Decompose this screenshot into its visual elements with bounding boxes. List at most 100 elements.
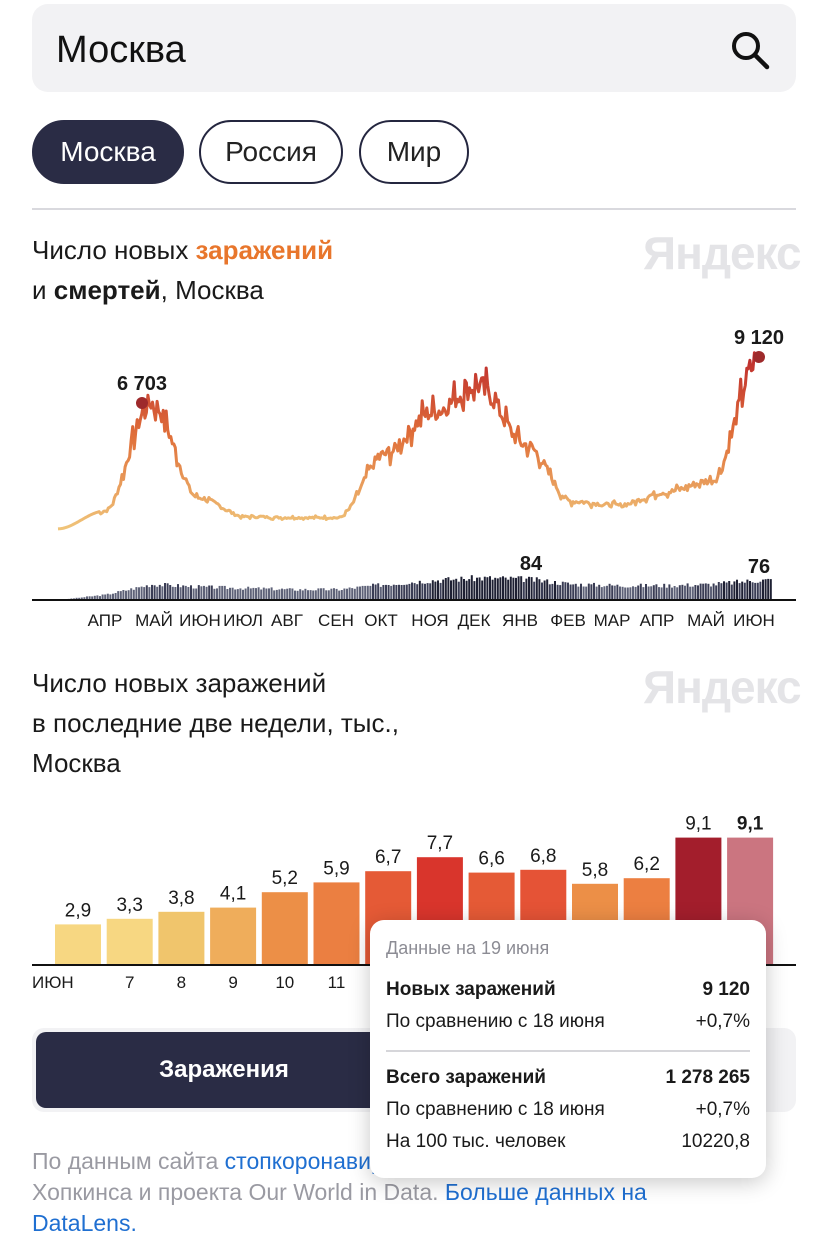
deaths-bar (301, 590, 304, 600)
deaths-bar (694, 585, 697, 600)
search-query[interactable]: Москва (56, 29, 186, 71)
deaths-bar (616, 584, 619, 600)
deaths-bar (652, 585, 655, 600)
deaths-bar (595, 586, 598, 600)
deaths-bar (86, 596, 88, 600)
yandex-logo: Яндекс (643, 227, 802, 279)
deaths-bar (379, 586, 382, 600)
deaths-bar (231, 587, 234, 600)
deaths-bar (218, 585, 221, 600)
region-tab-moscow[interactable]: Москва (32, 120, 184, 184)
deaths-bar (624, 587, 627, 600)
deaths-bar (166, 583, 169, 600)
deaths-bar (132, 589, 135, 600)
deaths-bar (738, 583, 741, 600)
deaths-bar (481, 580, 484, 600)
deaths-bar (106, 593, 109, 600)
deaths-bar (704, 583, 707, 600)
bar-category-label: ИЮН (32, 973, 74, 992)
deaths-bar (699, 583, 702, 600)
deaths-bar (689, 586, 692, 600)
deaths-bar (114, 593, 117, 600)
deaths-bar (452, 579, 455, 600)
deaths-bar (179, 587, 182, 600)
deaths-bar (101, 594, 104, 600)
deaths-bar (437, 580, 439, 600)
deaths-bar (702, 583, 705, 600)
deaths-bar (676, 587, 679, 600)
deaths-bar (673, 586, 676, 600)
bar-value-label: 9,1 (685, 814, 711, 835)
deaths-bar (600, 587, 603, 600)
deaths-bar (99, 596, 101, 600)
deaths-bar (151, 584, 153, 600)
deaths-bar (314, 590, 317, 600)
deaths-bar (463, 579, 465, 600)
deaths-bar (343, 588, 346, 600)
infections-deaths-chart[interactable]: 6 703 9 120 84 76 АПР МАЙ ИЮН ИЮЛ АВГ СЕН ОКТ Н… (0, 320, 828, 640)
deaths-bar (486, 577, 489, 600)
deaths-bar (756, 582, 759, 600)
search-bar[interactable]: Москва (32, 4, 796, 92)
deaths-bars (60, 575, 772, 600)
deaths-bar (325, 590, 328, 600)
bar-category-label: 7 (125, 973, 134, 992)
search-icon[interactable] (730, 30, 770, 70)
deaths-bar (369, 585, 372, 600)
deaths-bar (647, 586, 650, 600)
bar[interactable] (313, 882, 360, 965)
deaths-bar (632, 586, 634, 600)
deaths-bar (546, 579, 549, 600)
deaths-bar (725, 582, 728, 600)
deaths-bar (564, 582, 567, 600)
deaths-bar (665, 587, 668, 600)
deaths-bar (639, 583, 642, 600)
deaths-bar (444, 578, 447, 600)
deaths-bar (535, 577, 538, 600)
deaths-bar (457, 581, 460, 600)
deaths-bar (637, 585, 640, 600)
deaths-bar (171, 586, 174, 600)
chart2-title: Число новых заражений в последние две не… (32, 668, 399, 778)
deaths-bar (307, 590, 309, 600)
bar[interactable] (261, 892, 308, 965)
bar-value-label: 2,9 (65, 900, 91, 921)
deaths-bar (541, 582, 543, 600)
bar[interactable] (210, 907, 257, 965)
deaths-bar (655, 584, 658, 600)
bar[interactable] (158, 911, 205, 965)
bar[interactable] (106, 918, 153, 965)
deaths-bar (736, 579, 738, 600)
tab-infections[interactable]: Заражения (36, 1032, 412, 1108)
deaths-bar (606, 585, 608, 600)
bar-category-label: 11 (328, 973, 346, 992)
deaths-bar (275, 589, 278, 600)
tooltip-date: Данные на 19 июня (386, 938, 550, 958)
region-tab-russia[interactable]: Россия (199, 120, 343, 184)
deaths-bar (478, 577, 481, 600)
deaths-bar (421, 583, 424, 600)
deaths-bar (372, 583, 374, 600)
bar[interactable] (55, 924, 101, 965)
deaths-bar (205, 586, 208, 600)
deaths-bar (338, 590, 341, 600)
deaths-bar (431, 580, 434, 600)
deaths-bar (242, 589, 244, 600)
deaths-bar (767, 578, 770, 600)
deaths-bar (169, 585, 172, 600)
deaths-bar (327, 590, 330, 600)
deaths-bar (634, 586, 637, 600)
deaths-bar (684, 585, 686, 600)
deaths-bar (512, 577, 515, 600)
deaths-bar (156, 586, 159, 600)
bar-value-label: 5,8 (582, 860, 608, 881)
region-tab-world[interactable]: Мир (359, 120, 469, 184)
deaths-bar (465, 580, 468, 600)
link-datalens[interactable]: Больше данных на DataLens. (32, 1179, 647, 1236)
deaths-bar (78, 597, 81, 600)
deaths-bar (296, 590, 299, 600)
month-label: ИЮЛ (223, 611, 263, 630)
deaths-bar (117, 591, 120, 600)
peak2-dot (753, 351, 765, 363)
deaths-bar (403, 584, 406, 600)
